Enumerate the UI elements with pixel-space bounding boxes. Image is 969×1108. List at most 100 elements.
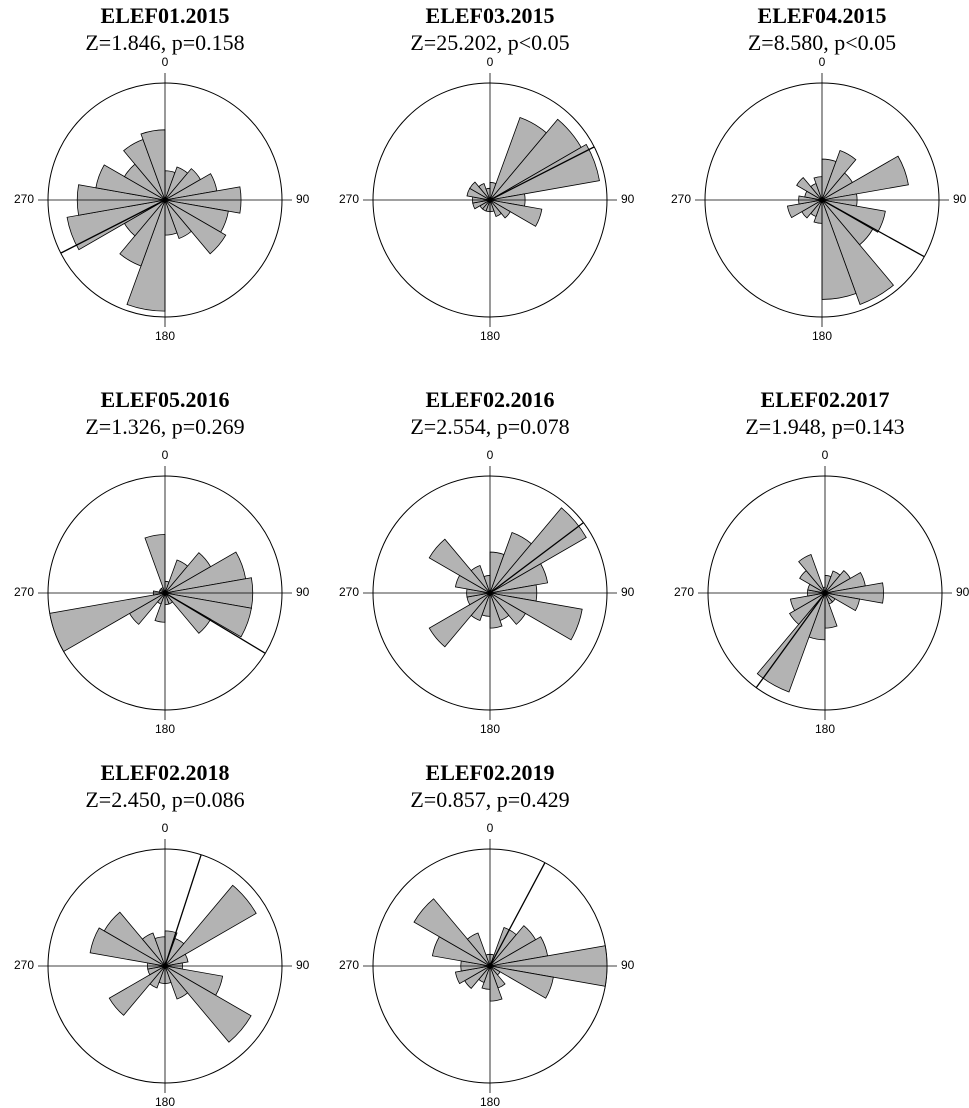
theta-tick-label: 90 (621, 192, 635, 206)
theta-tick-label: 90 (956, 585, 969, 599)
sector (821, 150, 857, 201)
sector (164, 965, 189, 1000)
sector (798, 554, 826, 594)
chart-subtitle: Z=2.450, p=0.086 (85, 787, 244, 812)
chart-subtitle: Z=1.846, p=0.158 (85, 30, 244, 55)
sector (478, 182, 491, 201)
sector (141, 932, 166, 967)
sector (489, 199, 511, 219)
chart-title: ELEF05.2016 (101, 387, 230, 412)
theta-tick-label: 270 (14, 958, 34, 972)
sector (469, 181, 491, 201)
sector (164, 592, 212, 634)
theta-tick-label: 270 (14, 192, 34, 206)
sector (144, 534, 166, 594)
theta-tick-label: 270 (339, 585, 359, 599)
theta-tick-label: 90 (296, 958, 310, 972)
sector (119, 199, 166, 267)
mean-direction (60, 199, 166, 254)
theta-tick-label: 0 (822, 448, 829, 462)
theta-tick-label: 0 (819, 55, 826, 69)
sector (489, 563, 549, 594)
chart-title: ELEF02.2018 (101, 760, 230, 785)
theta-tick-label: 0 (487, 821, 494, 835)
sector (786, 199, 823, 219)
sector (164, 953, 189, 967)
theta-tick-label: 90 (296, 585, 310, 599)
sector (413, 898, 491, 967)
sector (489, 199, 502, 218)
mean-direction (489, 862, 546, 967)
theta-tick-label: 270 (671, 192, 691, 206)
sector (108, 965, 166, 1016)
theta-tick-label: 180 (812, 329, 832, 343)
theta-tick-label: 0 (487, 55, 494, 69)
chart-subtitle: Z=8.580, p<0.05 (748, 30, 896, 55)
sector (49, 592, 166, 653)
sector (466, 932, 491, 967)
sector (821, 199, 895, 305)
sector (164, 965, 252, 1043)
sector (164, 199, 227, 255)
theta-tick-label: 180 (155, 1095, 175, 1108)
chart-title: ELEF03.2015 (426, 3, 555, 28)
chart-title: ELEF02.2017 (761, 387, 890, 412)
chart-subtitle: Z=2.554, p=0.078 (410, 414, 569, 439)
sector (489, 592, 583, 641)
theta-tick-label: 90 (621, 585, 635, 599)
theta-tick-label: 0 (162, 448, 169, 462)
theta-tick-label: 0 (162, 821, 169, 835)
sector (164, 884, 257, 967)
sector (489, 507, 587, 594)
mean-direction (164, 854, 202, 967)
mean-direction (755, 592, 826, 689)
chart-title: ELEF01.2015 (101, 3, 230, 28)
theta-tick-label: 270 (339, 958, 359, 972)
theta-tick-label: 90 (621, 958, 635, 972)
sector (164, 199, 192, 239)
sector (89, 927, 166, 967)
theta-tick-label: 270 (339, 192, 359, 206)
theta-tick-label: 180 (155, 722, 175, 736)
mean-direction (821, 199, 925, 258)
sector (428, 538, 491, 594)
sector (489, 199, 543, 227)
sector (824, 592, 861, 612)
sector (788, 592, 826, 625)
theta-tick-label: 180 (815, 722, 835, 736)
chart-title: ELEF02.2016 (426, 387, 555, 412)
chart-title: ELEF02.2019 (426, 760, 555, 785)
mean-direction (489, 146, 595, 201)
theta-tick-label: 180 (480, 329, 500, 343)
sector (796, 177, 823, 201)
sector (470, 565, 491, 594)
chart-subtitle: Z=0.857, p=0.429 (410, 787, 569, 812)
chart-title: ELEF04.2015 (758, 3, 887, 28)
theta-tick-label: 180 (155, 329, 175, 343)
sector (103, 911, 166, 967)
chart-subtitle: Z=1.326, p=0.269 (85, 414, 244, 439)
sector (821, 155, 909, 201)
sector (428, 592, 491, 648)
theta-tick-label: 90 (296, 192, 310, 206)
theta-tick-label: 270 (14, 585, 34, 599)
mean-direction (164, 592, 266, 654)
sector (489, 965, 554, 999)
theta-tick-label: 180 (480, 722, 500, 736)
theta-tick-label: 180 (480, 1095, 500, 1108)
sector (95, 164, 166, 201)
sector (789, 592, 826, 612)
sector (164, 592, 252, 638)
sector (454, 965, 491, 985)
theta-tick-label: 270 (674, 585, 694, 599)
chart-subtitle: Z=1.948, p=0.143 (745, 414, 904, 439)
sector (489, 592, 527, 625)
theta-tick-label: 0 (162, 55, 169, 69)
theta-tick-label: 90 (953, 192, 967, 206)
chart-subtitle: Z=25.202, p<0.05 (410, 30, 569, 55)
mean-direction (489, 522, 584, 594)
theta-tick-label: 0 (487, 448, 494, 462)
sector (756, 592, 826, 693)
